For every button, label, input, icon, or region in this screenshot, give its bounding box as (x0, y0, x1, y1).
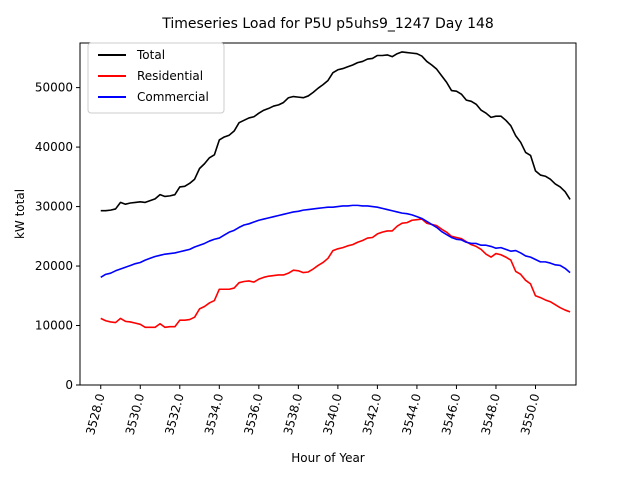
series-group (100, 51, 571, 329)
legend-label-commercial: Commercial (137, 90, 209, 104)
y-tick-label: 0 (65, 378, 73, 392)
series-line-residential (100, 218, 571, 329)
y-axis: 0 10000 20000 30000 40000 50000 (35, 81, 80, 392)
legend-label-residential: Residential (137, 69, 203, 83)
legend: Total Residential Commercial (87, 42, 225, 114)
y-tick-label: 30000 (35, 200, 73, 214)
chart-title: Timeseries Load for P5U p5uhs9_1247 Day … (161, 16, 494, 32)
plot-frame (79, 42, 577, 386)
legend-label-total: Total (136, 48, 165, 62)
y-tick-label: 10000 (35, 319, 73, 333)
y-tick-label: 40000 (35, 140, 73, 154)
y-axis-label: kW total (13, 189, 27, 239)
x-axis-label: Hour of Year (291, 451, 365, 465)
y-tick-label: 50000 (35, 81, 73, 95)
legend-box (87, 42, 225, 114)
series-line-total (100, 51, 571, 212)
y-tick-label: 20000 (35, 259, 73, 273)
series-line-commercial (100, 204, 571, 279)
